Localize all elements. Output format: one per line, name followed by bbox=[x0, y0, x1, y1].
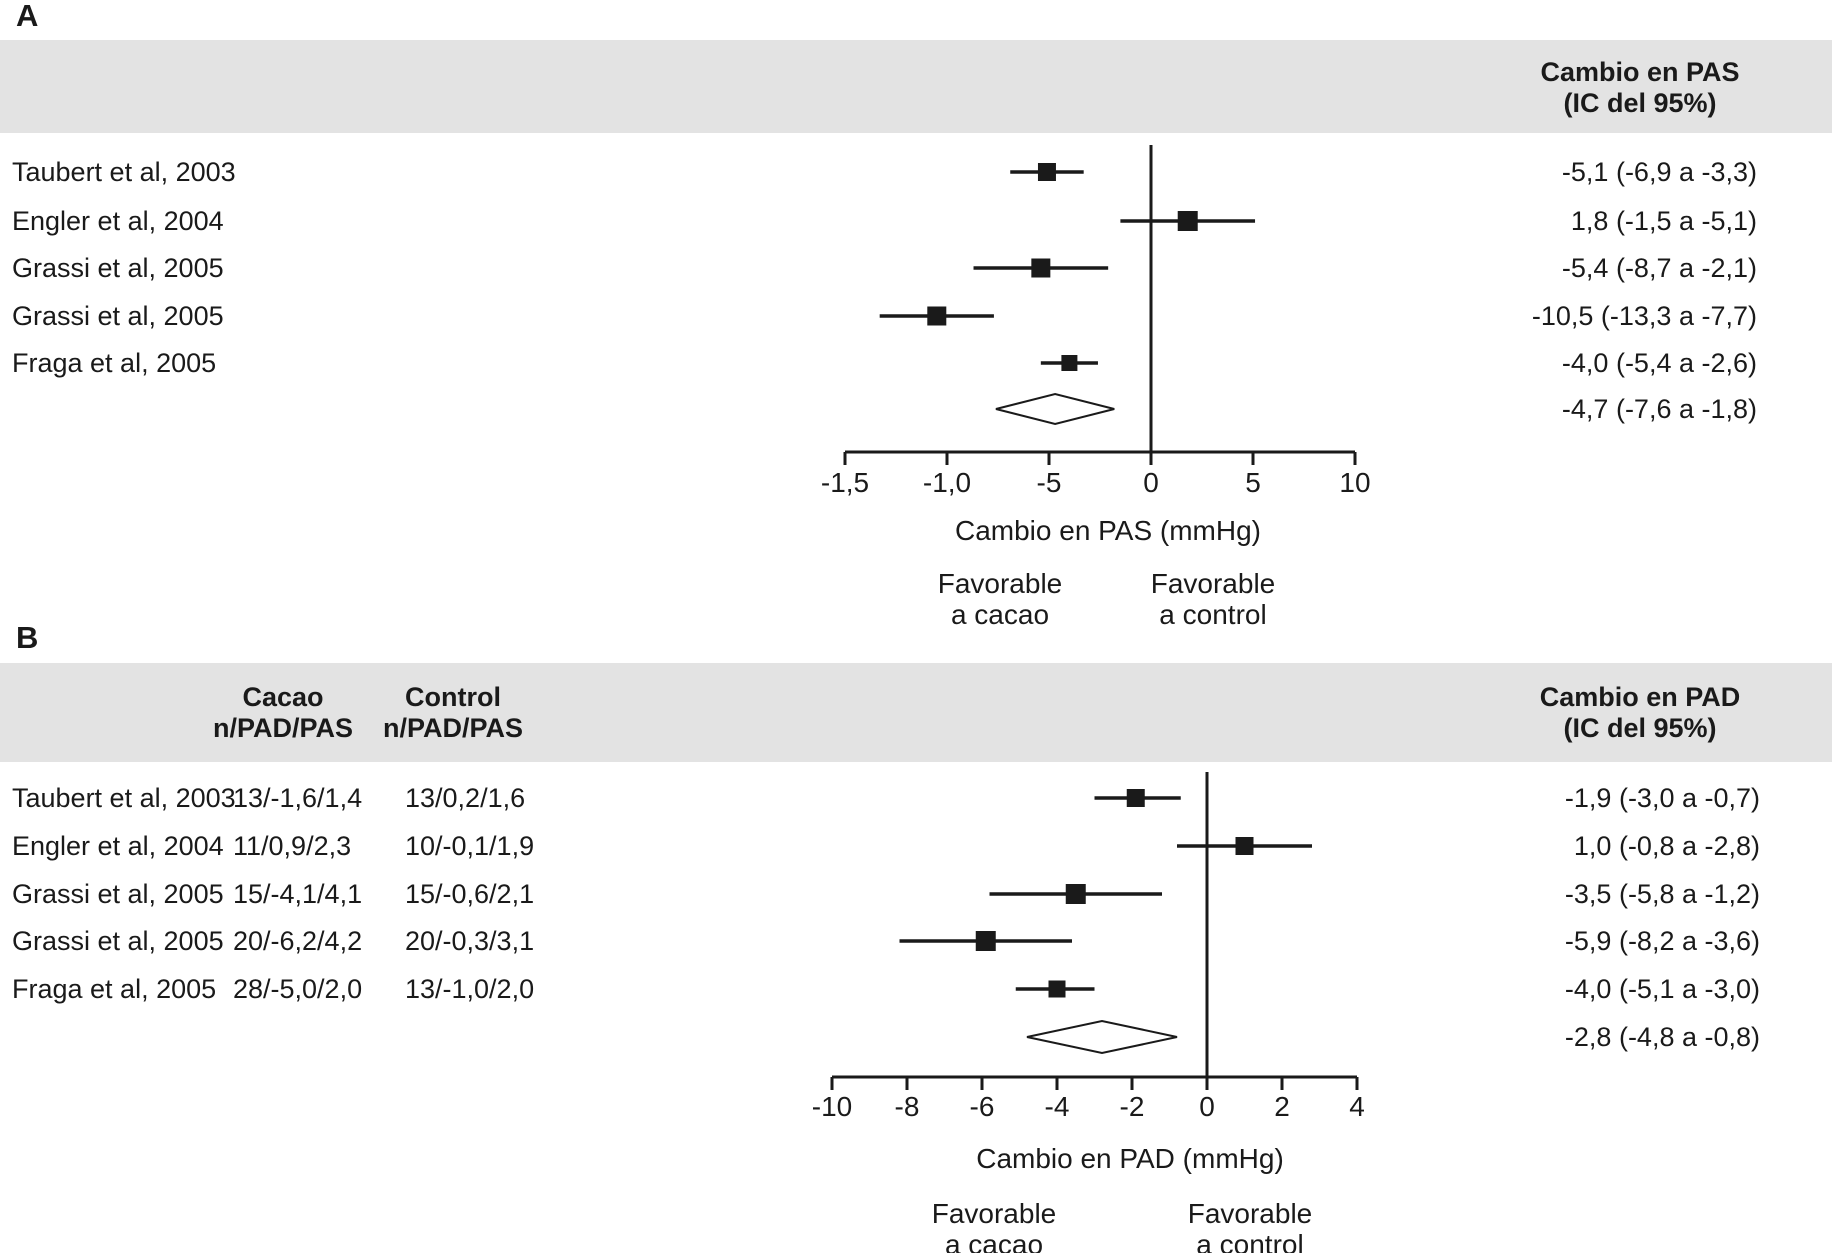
panel-b-study-label: Engler et al, 2004 bbox=[12, 831, 224, 861]
panel-a-axis-tick-label: -1,5 bbox=[820, 467, 870, 498]
panel-b-ci-column-header: Cambio en PAD (IC del 95%) bbox=[1450, 682, 1830, 744]
panel-b-effect-marker bbox=[1048, 980, 1066, 998]
panel-a-ci-value: 1,8 (-1,5 a -5,1) bbox=[1570, 206, 1757, 236]
panel-b-ci-value: -5,9 (-8,2 a -3,6) bbox=[1564, 926, 1760, 956]
panel-b-effect-marker bbox=[975, 931, 996, 951]
panel-b-cacao-value: 13/-1,6/1,4 bbox=[233, 783, 363, 813]
panel-b-cacao-value: 20/-6,2/4,2 bbox=[233, 926, 363, 956]
panel-b-summary-diamond bbox=[1026, 1019, 1178, 1055]
panel-a-summary-diamond bbox=[995, 392, 1115, 426]
panel-a-favorable-control-label: Favorable a control bbox=[1063, 568, 1363, 630]
panel-a-study-label: Fraga et al, 2005 bbox=[12, 348, 217, 378]
panel-a-effect-marker bbox=[1031, 258, 1051, 278]
panel-b-effect-marker bbox=[1126, 789, 1145, 807]
panel-b-header-band bbox=[0, 663, 1832, 762]
favorable-line1: Favorable bbox=[1150, 568, 1276, 599]
favorable-line2: a cacao bbox=[944, 1229, 1044, 1253]
panel-b-ci-value: -1,9 (-3,0 a -0,7) bbox=[1564, 783, 1760, 813]
panel-b-control-value: 10/-0,1/1,9 bbox=[405, 831, 535, 861]
panel-a-study-label: Grassi et al, 2005 bbox=[12, 301, 224, 331]
panel-b-study-label: Grassi et al, 2005 bbox=[12, 926, 224, 956]
panel-b-ci-value: -3,5 (-5,8 a -1,2) bbox=[1564, 879, 1760, 909]
panel-b-study-label: Fraga et al, 2005 bbox=[12, 974, 217, 1004]
panel-a-effect-marker bbox=[1177, 211, 1198, 231]
favorable-line2: a cacao bbox=[950, 599, 1050, 630]
favorable-line2: a control bbox=[1196, 1229, 1304, 1253]
panel-a-ci-value: -4,0 (-5,4 a -2,6) bbox=[1561, 348, 1757, 378]
panel-b-cacao-header-line2: n/PAD/PAS bbox=[212, 713, 353, 743]
favorable-line1: Favorable bbox=[937, 568, 1063, 599]
panel-b-favorable-control-label: Favorable a control bbox=[1100, 1198, 1400, 1253]
panel-b-control-value: 15/-0,6/2,1 bbox=[405, 879, 535, 909]
panel-a-ci-value: -10,5 (-13,3 a -7,7) bbox=[1531, 301, 1757, 331]
panel-a-study-label: Taubert et al, 2003 bbox=[12, 157, 236, 187]
panel-b-study-label: Grassi et al, 2005 bbox=[12, 879, 224, 909]
panel-b-ci-value: 1,0 (-0,8 a -2,8) bbox=[1573, 831, 1760, 861]
panel-b-cacao-header-line1: Cacao bbox=[242, 682, 324, 712]
panel-a-axis-tick-label: -1,0 bbox=[922, 467, 972, 498]
panel-b-control-header-line1: Control bbox=[405, 682, 501, 712]
panel-a-axis-tick-label: -5 bbox=[1036, 467, 1062, 498]
panel-b-label: B bbox=[16, 620, 39, 655]
panel-a-effect-marker bbox=[927, 306, 947, 326]
panel-b-x-axis-title: Cambio en PAD (mmHg) bbox=[976, 1143, 1284, 1174]
panel-a-summary-ci-value: -4,7 (-7,6 a -1,8) bbox=[1561, 394, 1757, 424]
panel-b-cacao-value: 11/0,9/2,3 bbox=[233, 831, 352, 861]
panel-a-axis-tick-label: 5 bbox=[1245, 467, 1261, 498]
panel-b-favorable-cacao-label: Favorable a cacao bbox=[844, 1198, 1144, 1253]
panel-b-effect-marker bbox=[1065, 884, 1086, 904]
panel-a-effect-marker bbox=[1061, 355, 1078, 371]
panel-b-axis-tick-label: 4 bbox=[1349, 1091, 1365, 1122]
panel-b-control-value: 13/-1,0/2,0 bbox=[405, 974, 535, 1004]
panel-a-x-axis-title: Cambio en PAS (mmHg) bbox=[954, 515, 1261, 546]
panel-a-ci-header-line1: Cambio en PAS bbox=[1540, 57, 1740, 87]
panel-a-effect-marker bbox=[1037, 163, 1056, 181]
panel-a-study-label: Engler et al, 2004 bbox=[12, 206, 224, 236]
panel-b-control-column-header: Control n/PAD/PAS bbox=[353, 682, 553, 744]
panel-b-axis-tick-label: -4 bbox=[1044, 1091, 1070, 1122]
panel-a-ci-value: -5,1 (-6,9 a -3,3) bbox=[1561, 157, 1757, 187]
favorable-line2: a control bbox=[1159, 599, 1267, 630]
panel-a-ci-column-header: Cambio en PAS (IC del 95%) bbox=[1450, 57, 1830, 119]
panel-b-axis-tick-label: 0 bbox=[1199, 1091, 1215, 1122]
panel-a-axis-tick-label: 10 bbox=[1339, 467, 1371, 498]
panel-a-header-band bbox=[0, 40, 1832, 133]
panel-b-cacao-value: 28/-5,0/2,0 bbox=[233, 974, 363, 1004]
panel-a-favorable-cacao-label: Favorable a cacao bbox=[850, 568, 1150, 630]
panel-b-axis-tick-label: -10 bbox=[811, 1091, 853, 1122]
panel-b-cacao-value: 15/-4,1/4,1 bbox=[233, 879, 363, 909]
panel-a-label: A bbox=[16, 0, 39, 33]
panel-b-axis-tick-label: -2 bbox=[1119, 1091, 1145, 1122]
panel-a-axis-tick-label: 0 bbox=[1143, 467, 1159, 498]
panel-b-cacao-column-header: Cacao n/PAD/PAS bbox=[183, 682, 383, 744]
panel-b-control-header-line2: n/PAD/PAS bbox=[382, 713, 523, 743]
panel-a-ci-value: -5,4 (-8,7 a -2,1) bbox=[1561, 253, 1757, 283]
panel-b-axis-tick-label: 2 bbox=[1274, 1091, 1290, 1122]
panel-b-ci-header-line1: Cambio en PAD bbox=[1539, 682, 1741, 712]
favorable-line1: Favorable bbox=[931, 1198, 1057, 1229]
panel-b-ci-value: -4,0 (-5,1 a -3,0) bbox=[1564, 974, 1760, 1004]
panel-b-study-label: Taubert et al, 2003 bbox=[12, 783, 236, 813]
panel-b-ci-header-line2: (IC del 95%) bbox=[1563, 713, 1717, 743]
panel-b-effect-marker bbox=[1235, 837, 1254, 855]
panel-b-control-value: 13/0,2/1,6 bbox=[405, 783, 526, 813]
panel-a-study-label: Grassi et al, 2005 bbox=[12, 253, 224, 283]
panel-b-axis-tick-label: -6 bbox=[969, 1091, 995, 1122]
panel-b-summary-ci-value: -2,8 (-4,8 a -0,8) bbox=[1564, 1022, 1760, 1052]
favorable-line1: Favorable bbox=[1187, 1198, 1313, 1229]
panel-a-ci-header-line2: (IC del 95%) bbox=[1563, 88, 1717, 118]
panel-b-control-value: 20/-0,3/3,1 bbox=[405, 926, 535, 956]
panel-b-axis-tick-label: -8 bbox=[894, 1091, 920, 1122]
